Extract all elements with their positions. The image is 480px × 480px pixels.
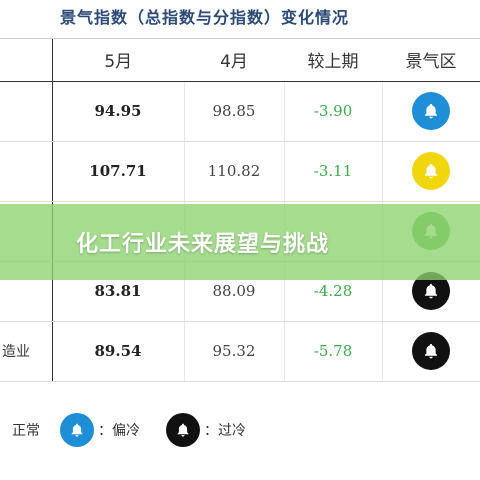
table-header-row: 5月 4月 较上期 景气区 xyxy=(0,39,480,82)
legend-normal-label: 正常 xyxy=(12,423,40,439)
april-value: 98.85 xyxy=(183,81,284,142)
table-row: 94.95 98.85 -3.90 xyxy=(0,81,480,142)
legend-overcold-label: ：过冷 xyxy=(204,423,246,439)
row-label xyxy=(0,141,53,202)
header-april: 4月 xyxy=(184,39,284,82)
legend-overcold: ：过冷 xyxy=(166,410,246,450)
may-value: 89.54 xyxy=(51,321,184,382)
april-value: 110.82 xyxy=(183,141,284,202)
change-value: -5.78 xyxy=(283,321,382,382)
bell-icon xyxy=(412,92,451,130)
zone-cell xyxy=(381,81,480,142)
header-zone: 景气区 xyxy=(382,39,480,82)
zone-cell xyxy=(381,141,480,202)
bell-icon xyxy=(412,152,451,190)
row-label xyxy=(0,81,53,142)
table-row: 造业 89.54 95.32 -5.78 xyxy=(0,321,480,382)
bell-icon xyxy=(166,413,200,447)
header-may: 5月 xyxy=(52,39,184,82)
banner-title: 化工行业未来展望与挑战 xyxy=(76,232,330,257)
legend: 正常 ：偏冷 ：过冷 xyxy=(0,410,480,460)
page-title: 景气指数（总指数与分指数）变化情况 xyxy=(60,8,350,27)
bell-icon xyxy=(412,332,451,370)
header-change: 较上期 xyxy=(284,39,382,82)
legend-cold-label: ：偏冷 xyxy=(98,423,140,439)
zone-cell xyxy=(381,321,480,382)
table-row: 107.71 110.82 -3.11 xyxy=(0,141,480,202)
legend-cold: ：偏冷 xyxy=(60,410,140,450)
header-blank xyxy=(0,39,53,82)
row-label: 造业 xyxy=(0,321,53,382)
overlay-banner: 化工行业未来展望与挑战 xyxy=(0,204,480,280)
change-value: -3.11 xyxy=(283,141,382,202)
may-value: 107.71 xyxy=(51,141,184,202)
change-value: -3.90 xyxy=(283,81,382,142)
april-value: 95.32 xyxy=(183,321,284,382)
bell-icon xyxy=(60,413,94,447)
may-value: 94.95 xyxy=(51,81,184,142)
legend-normal: 正常 xyxy=(12,410,40,450)
